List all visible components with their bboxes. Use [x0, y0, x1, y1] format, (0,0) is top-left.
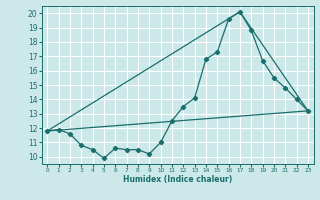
- X-axis label: Humidex (Indice chaleur): Humidex (Indice chaleur): [123, 175, 232, 184]
